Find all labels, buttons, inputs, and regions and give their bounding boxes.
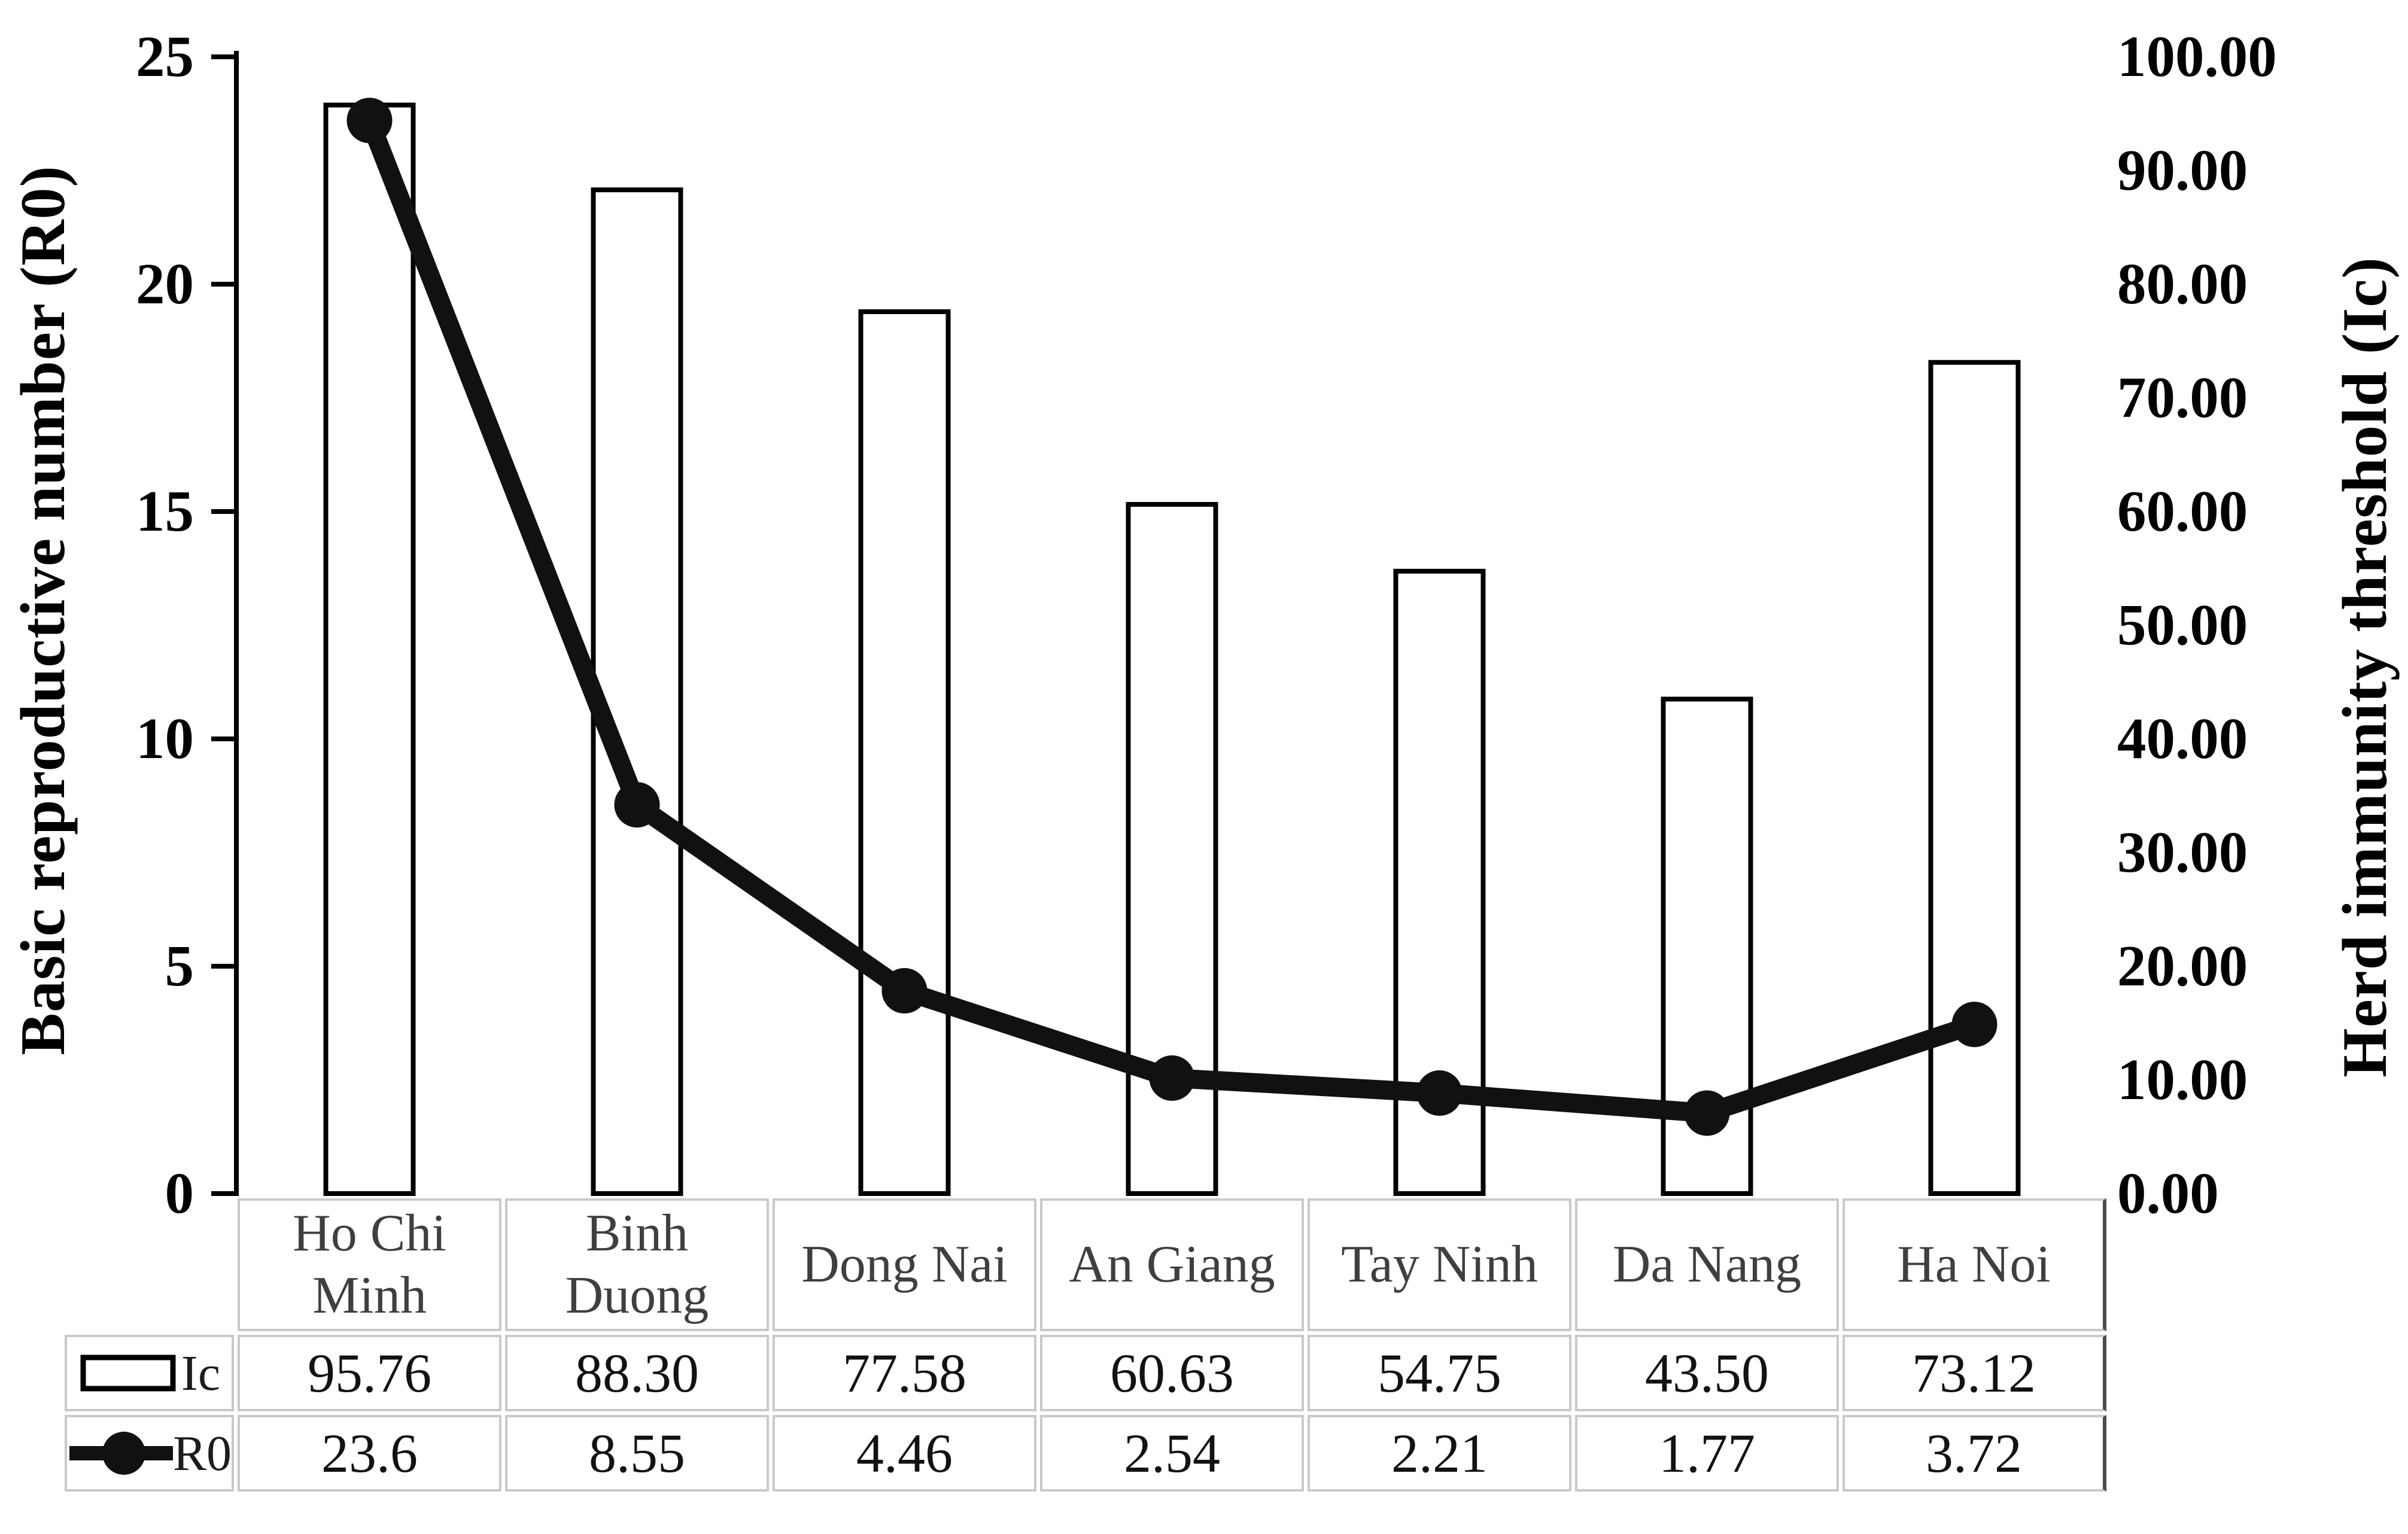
left-axis-tick-label: 5 [165,934,194,998]
legend-row-ic: Ic [65,1335,234,1411]
r0-marker [1416,1070,1463,1116]
category-label: Dong Nai [801,1235,1008,1293]
r0-marker [346,98,393,144]
left-axis-tick-label: 0 [165,1161,194,1225]
left-axis-tick-label: 15 [136,479,194,543]
category-cell: An Giang [1040,1198,1304,1331]
category-cell: Binh Duong [505,1198,769,1331]
category-cell: Ho Chi Minh [238,1198,501,1331]
ic-value-cell: 88.30 [505,1335,769,1411]
ic-value-cell: 73.12 [1843,1335,2106,1411]
category-label: An Giang [1069,1235,1275,1293]
category-cell: Ha Noi [1843,1198,2106,1331]
right-axis-tick-label: 100.00 [2117,25,2277,89]
right-axis-tick-label: 80.00 [2117,252,2248,316]
right-axis-tick-label: 50.00 [2117,593,2248,657]
r0-value-cell: 3.72 [1843,1415,2106,1492]
left-axis-tick-label: 25 [136,25,194,89]
r0-marker [1149,1055,1195,1101]
ic-value-cell: 77.58 [773,1335,1036,1411]
category-cell: Tay Ninh [1308,1198,1571,1331]
right-axis-tick-label: 0.00 [2117,1161,2219,1225]
legend-label-ic: Ic [181,1345,221,1401]
right-axis-tick-label: 40.00 [2117,707,2248,771]
right-axis-tick-label: 90.00 [2117,138,2248,202]
category-label: Tay Ninh [1341,1235,1538,1293]
ic-value-cell: 60.63 [1040,1335,1304,1411]
table-corner-blank [65,1198,234,1331]
category-cell: Dong Nai [773,1198,1036,1331]
ic-bar [591,187,683,1196]
r0-value-cell: 1.77 [1575,1415,1839,1492]
r0-value-cell: 4.46 [773,1415,1036,1492]
category-label: Ho Chi Minh [293,1204,446,1325]
r0-value-cell: 8.55 [505,1415,769,1492]
ic-value-cell: 95.76 [238,1335,501,1411]
right-axis-tick-label: 20.00 [2117,934,2248,998]
data-table: Ho Chi Minh Binh Duong Dong Nai An Giang… [65,1198,2106,1492]
r0-value-cell: 23.6 [238,1415,501,1492]
r0-marker [1951,1002,1997,1048]
category-label: Da Nang [1612,1235,1802,1293]
right-axis-tick-label: 70.00 [2117,366,2248,430]
right-axis-tick-label: 60.00 [2117,479,2248,543]
left-axis-tick-label: 20 [136,252,194,316]
r0-marker [614,782,660,828]
ic-bar [858,309,951,1196]
r0-marker [1684,1090,1730,1136]
left-axis-tick-label: 10 [136,707,194,771]
line-legend-icon [69,1432,173,1475]
right-axis-tick-label: 10.00 [2117,1048,2248,1112]
category-cell: Da Nang [1575,1198,1839,1331]
category-label: Ha Noi [1897,1235,2051,1293]
category-label: Binh Duong [565,1204,709,1325]
right-axis-tick-label: 30.00 [2117,820,2248,884]
ic-bar [323,102,416,1196]
legend-label-r0: R0 [172,1425,232,1481]
r0-value-cell: 2.54 [1040,1415,1304,1492]
r0-value-cell: 2.21 [1308,1415,1571,1492]
ic-value-cell: 54.75 [1308,1335,1571,1411]
bar-legend-icon [80,1355,176,1392]
r0-marker [881,968,928,1014]
ic-value-cell: 43.50 [1575,1335,1839,1411]
ic-bar [1928,360,2021,1196]
legend-row-r0: R0 [65,1415,234,1492]
